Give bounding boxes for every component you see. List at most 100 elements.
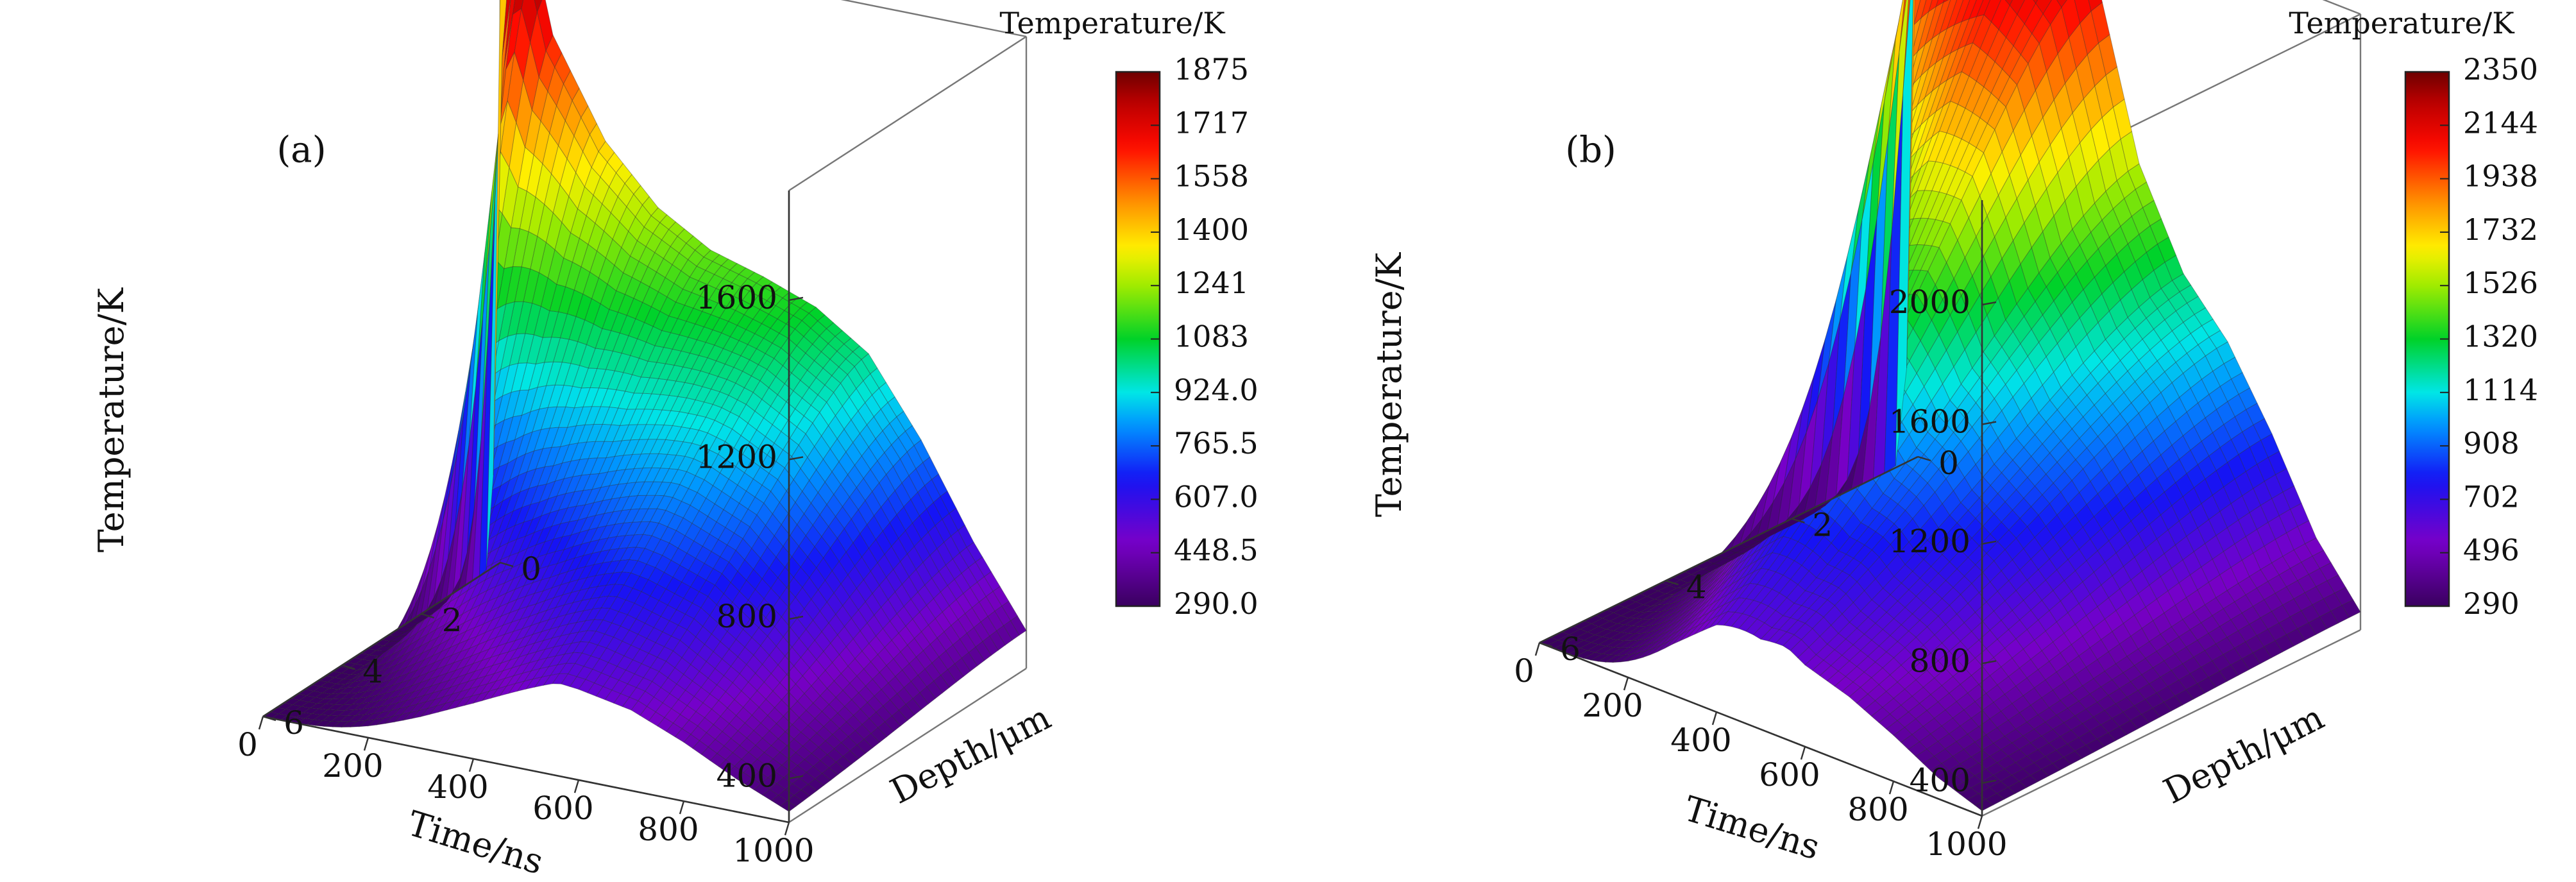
axis-line-time [262, 715, 790, 824]
surface-cell [583, 655, 600, 670]
surface-cell [633, 185, 650, 206]
surface-cell [542, 310, 559, 338]
surface-cell [1672, 629, 1691, 645]
surface-cell [2223, 357, 2243, 380]
time-tick-mark [573, 779, 580, 793]
box-edge-top-back [840, 0, 1027, 38]
surface-cell [411, 634, 428, 652]
surface-cell [476, 665, 494, 679]
surface-cell [595, 498, 612, 516]
surface-cell [518, 146, 534, 192]
surface-cell [538, 241, 555, 278]
surface-cell [472, 690, 490, 704]
surface-cell [514, 625, 532, 641]
surface-cell [502, 609, 520, 626]
surface-cell [621, 335, 638, 356]
surface-cell [617, 294, 634, 316]
surface-cell [1665, 613, 1684, 628]
surface-cell [645, 681, 662, 698]
surface-cell [502, 0, 511, 56]
surface-cell [625, 521, 642, 536]
colorbar-tick-label: 448.5 [1174, 533, 1258, 568]
surface-cell [1665, 632, 1684, 649]
surface-cell [1642, 634, 1662, 646]
surface-cell [1687, 597, 1706, 616]
time-tick-label: 400 [1670, 722, 1731, 759]
surface-cell [346, 708, 364, 717]
surface-cell [1612, 654, 1632, 663]
surface-cell [2282, 485, 2302, 510]
surface-cell [1716, 562, 1736, 584]
surface-cell [1709, 611, 1728, 629]
surface-cell [2216, 341, 2236, 364]
surface-cell [528, 196, 545, 237]
surface-cell [402, 709, 420, 721]
surface-cell [541, 563, 558, 581]
colorbar-tick-label: 290 [2463, 586, 2520, 621]
surface-cell [1627, 638, 1647, 649]
colorbar-tick-label: 765.5 [1174, 426, 1258, 461]
time-axis-title: Time/ns [1679, 788, 1824, 868]
surface-cell [618, 468, 635, 485]
colorbar: 1875 1717 1558 1400 1241 1083 924.0 765.5 607.0 4… [999, 6, 1258, 621]
surface-cell [530, 609, 548, 627]
surface-cell [446, 697, 464, 711]
surface-cell [609, 389, 626, 409]
surface-cell [1665, 593, 1684, 605]
depth-tick-label: 4 [1686, 568, 1707, 606]
surface-cell [2312, 550, 2332, 569]
surface-cell [650, 207, 668, 223]
surface-cell [607, 151, 623, 174]
surface-cell [2201, 318, 2221, 338]
surface-cell [484, 662, 502, 677]
surface-cell [448, 622, 466, 641]
surface-cell [1709, 561, 1729, 582]
surface-cell [647, 495, 665, 509]
surface-cell [376, 715, 394, 725]
z-tick-label: 400 [716, 758, 777, 795]
surface-cell [1627, 625, 1648, 634]
surface-cell [379, 664, 397, 678]
surface-cell [493, 659, 511, 674]
surface-cell [504, 618, 521, 635]
box-front-edges [258, 191, 804, 836]
surface-cell [876, 705, 893, 722]
surface-cell [546, 536, 563, 555]
surface-cell [975, 556, 992, 577]
surface-cell [582, 387, 600, 407]
z-tick-mark [788, 775, 804, 779]
surface-cell [475, 563, 493, 586]
panel-b: 200016001200800400100080060040020000246T… [1369, 0, 2538, 868]
surface-cell [551, 427, 568, 448]
z-tick-label: 800 [1910, 642, 1970, 679]
surface-cell [491, 651, 509, 666]
surface-cell [593, 485, 611, 504]
surface-cell [2334, 586, 2354, 606]
surface-cell [1642, 598, 1663, 607]
surface-cell [2245, 402, 2266, 425]
surface-cell [502, 552, 520, 572]
colorbar-tick-label: 1558 [1174, 159, 1249, 194]
surface-cell [558, 491, 575, 511]
surface-cell [1709, 594, 1728, 613]
surface-cell [622, 255, 640, 278]
colorbar-tick-label: 1938 [2463, 159, 2538, 194]
colorbar-tick-label: 1732 [2463, 212, 2538, 247]
surface-cell [405, 688, 423, 701]
surface-cell [556, 476, 573, 496]
surface-cell [423, 643, 441, 661]
panel-label: (a) [276, 130, 326, 171]
surface-cell [1672, 608, 1691, 625]
surface-cell [1657, 607, 1677, 619]
surface-cell [534, 674, 552, 688]
surface-cell [516, 431, 533, 459]
colorbar-tick-label: 702 [2463, 479, 2520, 514]
surface-cell [532, 498, 549, 520]
surface-cell [633, 453, 650, 470]
colorbar-tick-label: 924.0 [1174, 373, 1258, 407]
surface-cell [634, 591, 651, 608]
surface-cell [479, 680, 497, 695]
surface-cell [500, 538, 518, 561]
surface-cell [554, 51, 571, 85]
surface-cell [430, 672, 448, 687]
